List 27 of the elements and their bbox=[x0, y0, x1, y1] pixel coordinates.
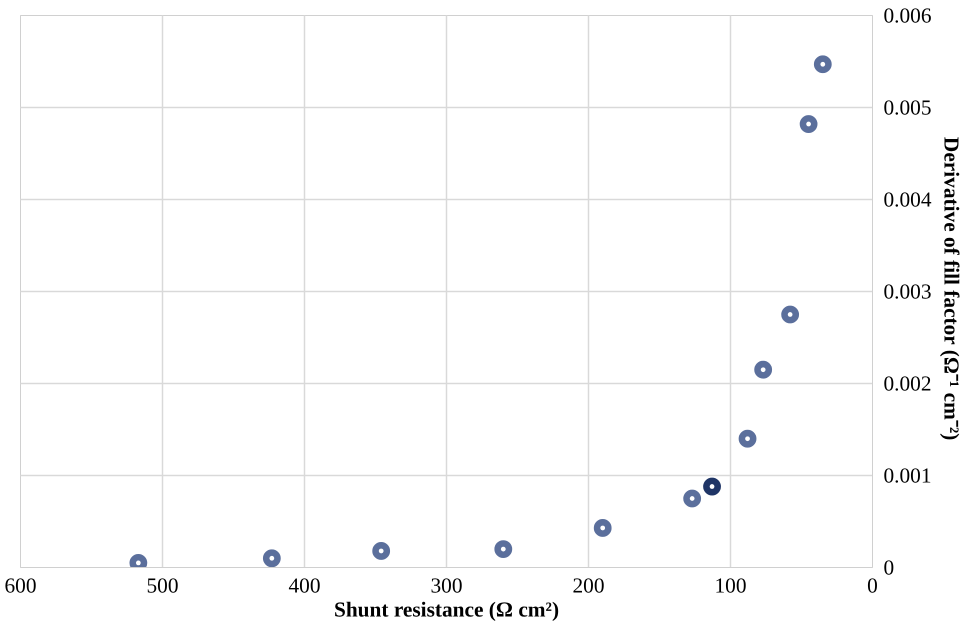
y-tick-label: 0.001 bbox=[884, 464, 932, 488]
point bbox=[371, 540, 392, 562]
point bbox=[812, 54, 833, 74]
x-tick-label: 400 bbox=[288, 574, 321, 598]
y-tick-label: 0.003 bbox=[884, 280, 932, 304]
point bbox=[737, 428, 758, 449]
x-tick-label: 100 bbox=[714, 574, 747, 598]
x-tick-label: 200 bbox=[572, 574, 605, 598]
x-axis-title: Shunt resistance (Ω cm²) bbox=[334, 598, 560, 622]
y-tick-label: 0.006 bbox=[884, 4, 932, 28]
point bbox=[262, 548, 282, 568]
x-tick-label: 300 bbox=[430, 574, 463, 598]
y-tick-label: 0 bbox=[884, 556, 894, 580]
x-tick-label: 0 bbox=[867, 574, 878, 598]
y-tick-label: 0.005 bbox=[884, 96, 932, 120]
y-tick-label: 0.002 bbox=[884, 372, 932, 396]
point bbox=[753, 360, 774, 380]
point bbox=[682, 488, 702, 509]
point bbox=[493, 539, 514, 560]
point bbox=[592, 518, 613, 538]
point bbox=[780, 304, 800, 325]
y-axis-title: Derivative of fill factor (Ω⁻¹ cm⁻²) bbox=[939, 136, 964, 440]
y-tick-label: 0.004 bbox=[884, 188, 932, 212]
point bbox=[798, 114, 819, 134]
point bbox=[702, 476, 722, 497]
x-tick-label: 600 bbox=[4, 574, 37, 598]
x-tick-label: 500 bbox=[146, 574, 179, 598]
